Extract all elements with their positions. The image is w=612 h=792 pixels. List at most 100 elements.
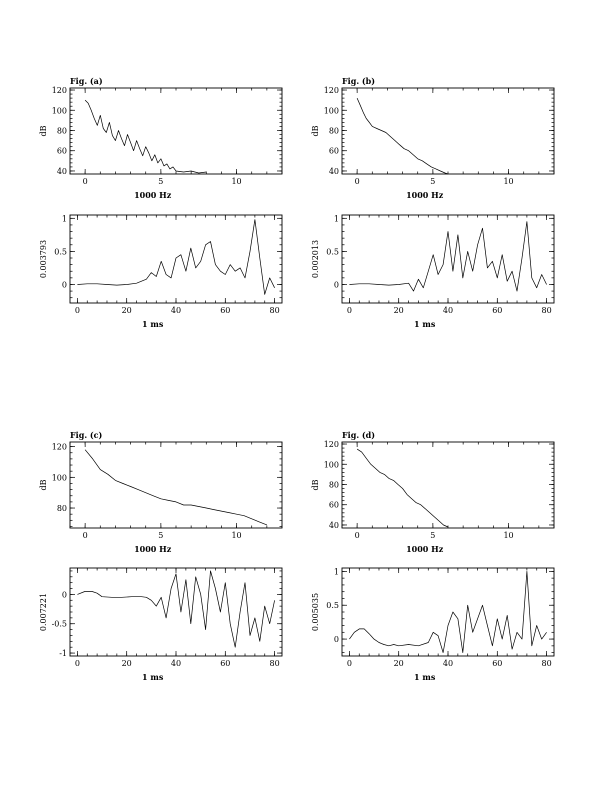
x-tick-label: 5 (430, 531, 435, 540)
y-tick-label: 40 (329, 521, 339, 530)
y-tick-label: 0 (334, 635, 339, 644)
y-tick-label: 80 (329, 480, 339, 489)
y-tick-label: 0.5 (326, 247, 339, 256)
series-line-1 (356, 97, 449, 175)
series-line-1 (84, 99, 207, 174)
x-axis-label: 1000 Hz (406, 544, 444, 554)
x-tick-label: 0 (347, 659, 352, 668)
y-tick-label: -1 (59, 649, 67, 658)
x-tick-label: 20 (394, 306, 404, 315)
x-tick-label: 0 (75, 659, 80, 668)
x-tick-label: 40 (171, 659, 181, 668)
y-tick-label: 40 (57, 167, 67, 176)
y-tick-label: -0.5 (52, 620, 67, 629)
x-tick-label: 5 (158, 177, 163, 186)
chart-title: Fig. (b) (342, 76, 375, 86)
x-tick-label: 0 (83, 531, 88, 540)
x-tick-label: 60 (492, 306, 502, 315)
x-tick-label: 60 (220, 659, 230, 668)
chart-title: Fig. (d) (342, 430, 375, 440)
y-tick-label: 60 (329, 501, 339, 510)
y-axis-label: 0.007221 (39, 593, 48, 631)
y-tick-label: 120 (52, 86, 67, 95)
y-tick-label: 0 (62, 280, 67, 289)
plot-frame (341, 567, 555, 657)
y-tick-label: 100 (52, 106, 67, 115)
y-tick-label: 0 (62, 590, 67, 599)
y-axis-label: 0.003793 (39, 240, 48, 278)
plot-frame (341, 441, 555, 529)
x-tick-label: 10 (503, 531, 513, 540)
plot-frame (341, 87, 555, 175)
y-tick-label: 80 (57, 504, 67, 513)
plot-frame (69, 87, 283, 175)
series-line-1 (349, 221, 547, 292)
y-tick-label: 1 (334, 567, 339, 576)
chart-title: Fig. (a) (70, 76, 103, 86)
x-tick-label: 80 (270, 306, 280, 315)
x-tick-label: 80 (270, 659, 280, 668)
plot-frame (69, 567, 283, 657)
x-tick-label: 5 (158, 531, 163, 540)
chart-panel-3: 0 20 40 60 80 0 0.5 1 1 ms 0.003793 (39, 214, 283, 329)
chart-panel-8: 0 20 40 60 80 0 0.5 1 1 ms 0.005035 (311, 567, 555, 682)
y-axis-label: 0.005035 (311, 593, 320, 631)
x-tick-label: 40 (171, 306, 181, 315)
x-tick-label: 20 (122, 306, 132, 315)
x-tick-label: 0 (347, 306, 352, 315)
chart-title: Fig. (c) (70, 430, 103, 440)
series-line-1 (356, 448, 449, 528)
plot-frame (69, 441, 283, 529)
series-line-1 (77, 570, 275, 648)
y-tick-label: 100 (52, 473, 67, 482)
x-axis-label: 1 ms (414, 319, 436, 329)
x-axis-label: 1000 Hz (134, 190, 172, 200)
x-tick-label: 0 (355, 531, 360, 540)
chart-panel-4: 0 20 40 60 80 0 0.5 1 1 ms 0.002013 (311, 214, 555, 329)
x-tick-label: 60 (492, 659, 502, 668)
y-tick-label: 80 (57, 126, 67, 135)
series-line-1 (349, 571, 547, 653)
x-tick-label: 80 (542, 659, 552, 668)
y-tick-label: 1 (334, 214, 339, 223)
x-tick-label: 10 (231, 177, 241, 186)
x-tick-label: 0 (355, 177, 360, 186)
y-tick-label: 1 (62, 214, 67, 223)
x-tick-label: 10 (503, 177, 513, 186)
y-axis-label: dB (311, 479, 320, 490)
y-tick-label: 120 (324, 440, 339, 449)
y-tick-label: 60 (329, 147, 339, 156)
x-tick-label: 20 (122, 659, 132, 668)
y-axis-label: dB (39, 479, 48, 490)
x-axis-label: 1 ms (142, 319, 164, 329)
x-tick-label: 60 (220, 306, 230, 315)
y-tick-label: 0.5 (326, 601, 339, 610)
y-tick-label: 100 (324, 460, 339, 469)
series-line-1 (84, 449, 268, 526)
y-tick-label: 40 (329, 167, 339, 176)
chart-panel-7: 0 20 40 60 80 -1 -0.5 0 1 ms 0.007221 (39, 567, 283, 682)
y-tick-label: 0 (334, 280, 339, 289)
y-axis-label: dB (311, 125, 320, 136)
x-tick-label: 10 (231, 531, 241, 540)
x-axis-label: 1 ms (414, 672, 436, 682)
x-axis-label: 1 ms (142, 672, 164, 682)
y-tick-label: 60 (57, 147, 67, 156)
y-tick-label: 0.5 (54, 247, 67, 256)
y-tick-label: 100 (324, 106, 339, 115)
y-axis-label: dB (39, 125, 48, 136)
x-tick-label: 5 (430, 177, 435, 186)
y-tick-label: 80 (329, 126, 339, 135)
x-axis-label: 1000 Hz (134, 544, 172, 554)
y-tick-label: 120 (324, 86, 339, 95)
x-tick-label: 80 (542, 306, 552, 315)
x-tick-label: 0 (75, 306, 80, 315)
series-line-1 (77, 219, 275, 295)
x-tick-label: 0 (83, 177, 88, 186)
